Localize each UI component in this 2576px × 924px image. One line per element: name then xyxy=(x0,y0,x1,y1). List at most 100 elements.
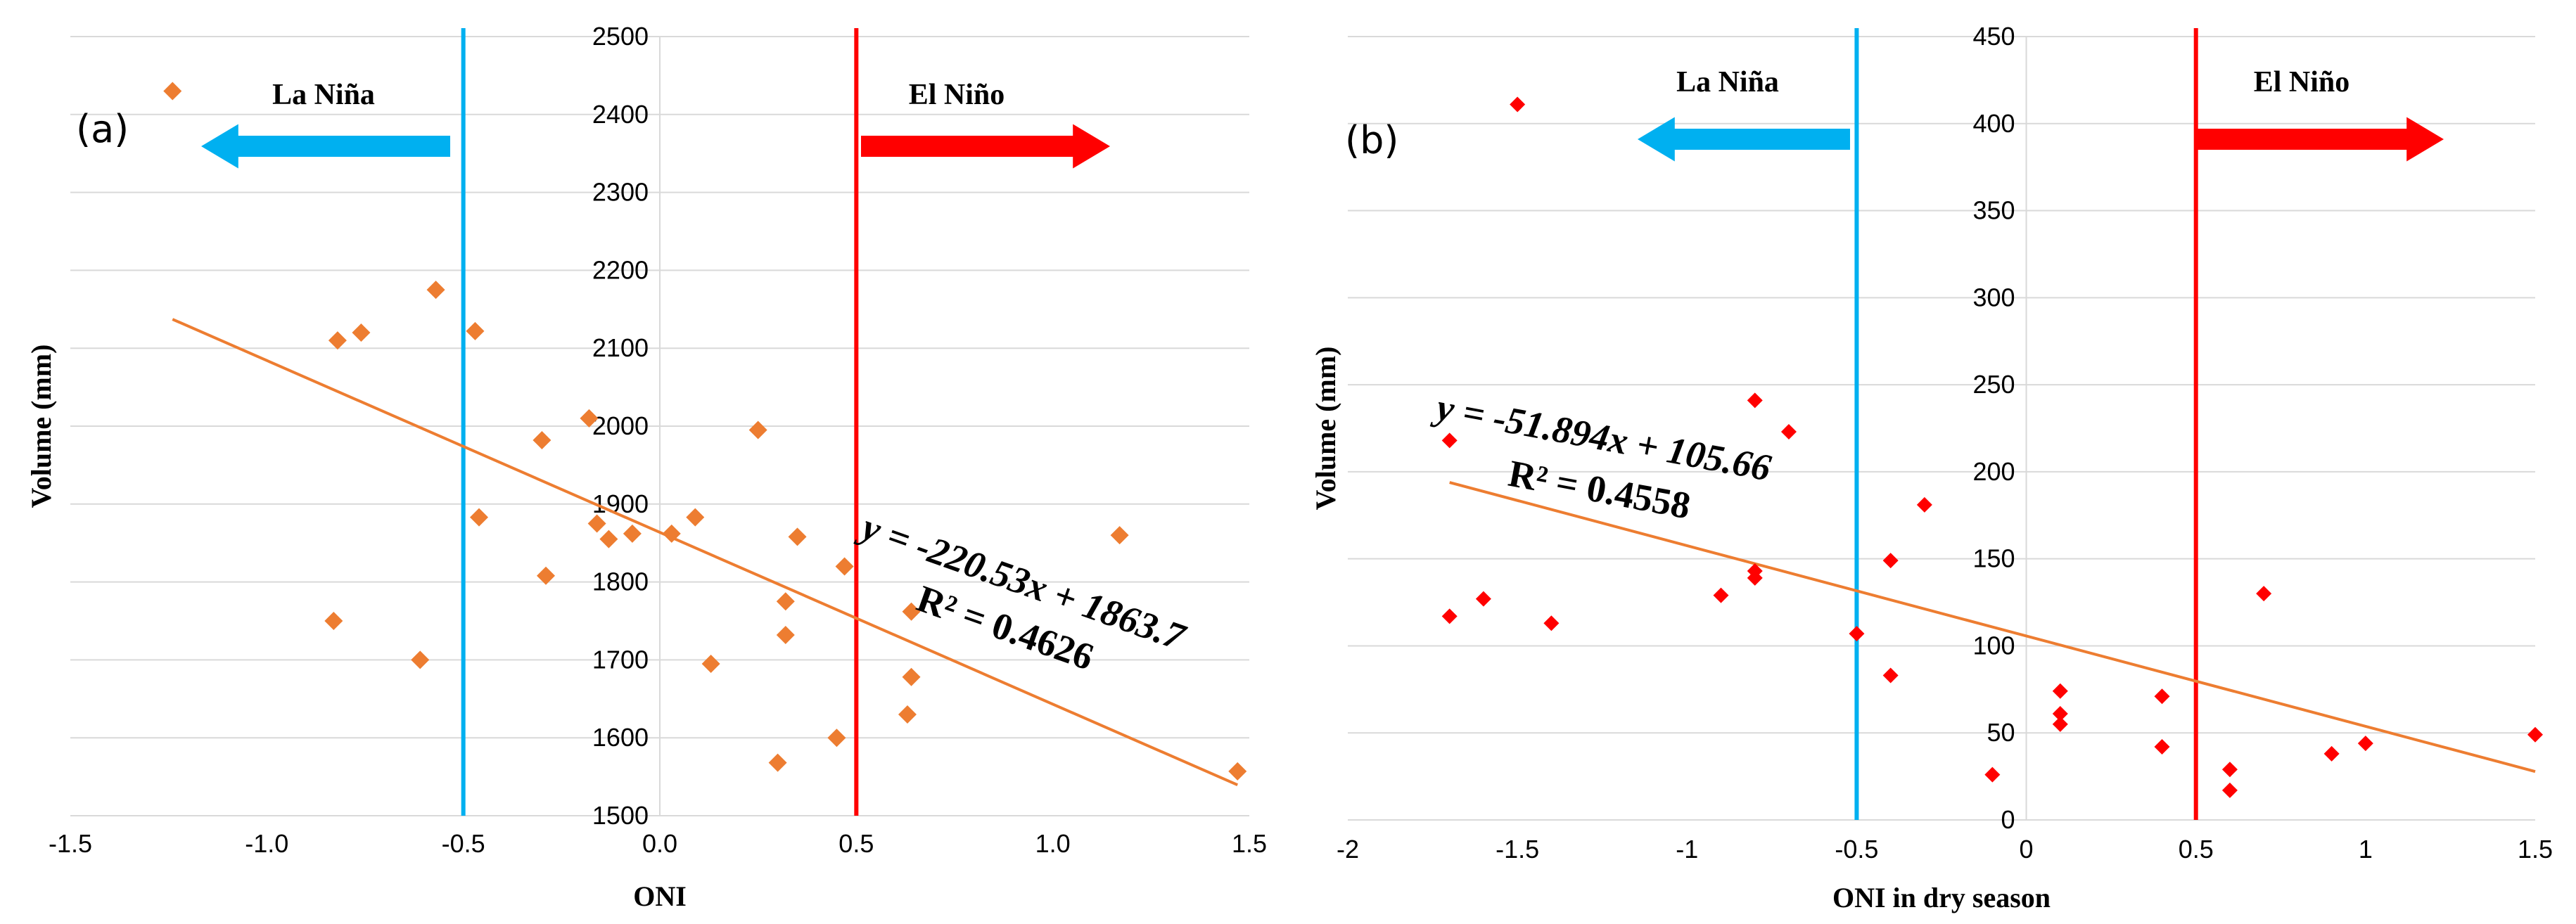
panel-b-chart: 0 50 100 150 200 250 300 350 400 450 -2 -1.5 -1 -0.5 0… xyxy=(1310,22,2553,913)
data-point xyxy=(2052,705,2068,721)
y-tick-label: 1500 xyxy=(592,801,649,830)
data-point xyxy=(827,729,846,747)
la-nina-label: La Niña xyxy=(272,79,375,111)
x-tick-label: -0.5 xyxy=(1835,835,1878,864)
data-point xyxy=(2221,762,2238,778)
data-point xyxy=(1713,587,1729,603)
data-point xyxy=(1882,667,1899,684)
data-point xyxy=(898,705,917,724)
data-point xyxy=(470,508,489,527)
data-point xyxy=(2221,782,2238,798)
data-point xyxy=(1984,766,2001,783)
data-point xyxy=(1747,570,1763,586)
x-tick-label: 0.5 xyxy=(2179,835,2214,864)
data-point xyxy=(902,667,921,686)
data-point xyxy=(2357,736,2373,752)
data-point xyxy=(324,612,343,630)
trendline xyxy=(1449,481,2536,774)
data-point xyxy=(1228,762,1247,781)
data-point xyxy=(1780,423,1797,439)
data-point xyxy=(2256,586,2272,602)
data-point xyxy=(748,421,767,439)
data-point xyxy=(1747,392,1763,409)
panel-label: (b) xyxy=(1345,118,1398,162)
x-tick-label: -1.0 xyxy=(245,829,288,858)
x-axis-title: ONI xyxy=(633,880,687,912)
panel-label: (a) xyxy=(76,107,129,151)
data-point xyxy=(1441,608,1458,624)
y-axis-title: Volume (mm) xyxy=(1310,347,1341,511)
x-tick-label: 1.5 xyxy=(1232,829,1267,858)
data-point xyxy=(1441,432,1458,449)
y-tick-label: 450 xyxy=(1972,22,2015,51)
y-tick-label: 0 xyxy=(2001,805,2015,834)
el-nino-label: El Niño xyxy=(2254,66,2350,98)
data-point xyxy=(1916,496,1932,513)
la-nina-arrow xyxy=(1638,117,1850,162)
x-axis-title: ONI in dry season xyxy=(1832,882,2051,913)
data-point xyxy=(1475,591,1491,607)
panel-a-chart: 1500 1600 1700 1800 1900 2000 2100 2200 2300 2400… xyxy=(25,22,1267,912)
data-point xyxy=(1882,553,1899,569)
el-nino-arrow xyxy=(861,124,1110,169)
data-point xyxy=(1543,615,1560,631)
data-point xyxy=(587,514,606,533)
y-tick-label: 2200 xyxy=(592,255,649,284)
y-tick-label: 1600 xyxy=(592,723,649,752)
la-nina-label: La Niña xyxy=(1676,66,1779,98)
data-point xyxy=(328,331,347,350)
x-tick-label: 0 xyxy=(2020,835,2034,864)
data-point xyxy=(1110,526,1129,545)
x-tick-label: 1.5 xyxy=(2518,835,2553,864)
data-point xyxy=(599,530,618,548)
y-tick-label: 400 xyxy=(1972,109,2015,138)
x-tick-label: 1.0 xyxy=(1035,829,1071,858)
x-tick-label: 1 xyxy=(2359,835,2373,864)
data-point xyxy=(426,281,445,300)
y-tick-label: 200 xyxy=(1972,457,2015,486)
x-tick-label: 0.0 xyxy=(642,829,677,858)
y-tick-label: 2300 xyxy=(592,178,649,207)
data-point xyxy=(776,625,795,644)
data-point xyxy=(411,650,430,669)
y-axis-title: Volume (mm) xyxy=(25,345,57,508)
el-nino-arrow xyxy=(2198,117,2444,162)
el-nino-label: El Niño xyxy=(909,79,1005,111)
data-point xyxy=(2527,726,2543,743)
data-point xyxy=(2154,688,2170,705)
data-point xyxy=(533,430,551,449)
la-nina-arrow xyxy=(201,124,450,169)
y-tick-label: 50 xyxy=(1987,718,2015,747)
y-tick-label: 1900 xyxy=(592,489,649,518)
data-point xyxy=(788,527,807,546)
x-tick-label: -1.5 xyxy=(49,829,92,858)
data-point xyxy=(1849,626,1865,642)
data-point xyxy=(623,524,642,543)
y-tick-label: 2100 xyxy=(592,333,649,362)
data-point xyxy=(466,321,485,340)
y-tick-label: 150 xyxy=(1972,544,2015,573)
data-point xyxy=(1510,96,1526,113)
data-point xyxy=(686,508,705,527)
y-tick-label: 2000 xyxy=(592,411,649,440)
data-point xyxy=(2052,683,2068,699)
y-tick-label: 100 xyxy=(1972,631,2015,660)
y-tick-label: 300 xyxy=(1972,283,2015,312)
data-point xyxy=(662,524,681,543)
data-point xyxy=(352,323,371,342)
y-tick-label: 350 xyxy=(1972,196,2015,225)
trendline xyxy=(172,318,1239,787)
y-tick-label: 250 xyxy=(1972,370,2015,399)
data-point xyxy=(163,82,182,101)
data-point xyxy=(768,753,787,772)
x-tick-label: 0.5 xyxy=(839,829,874,858)
data-point xyxy=(580,409,599,428)
y-tick-label: 2500 xyxy=(592,22,649,51)
data-point xyxy=(701,654,720,673)
data-point xyxy=(902,602,921,621)
y-tick-label: 1800 xyxy=(592,567,649,596)
x-tick-label: -0.5 xyxy=(442,829,485,858)
data-point xyxy=(776,592,795,611)
y-tick-label: 1700 xyxy=(592,645,649,674)
